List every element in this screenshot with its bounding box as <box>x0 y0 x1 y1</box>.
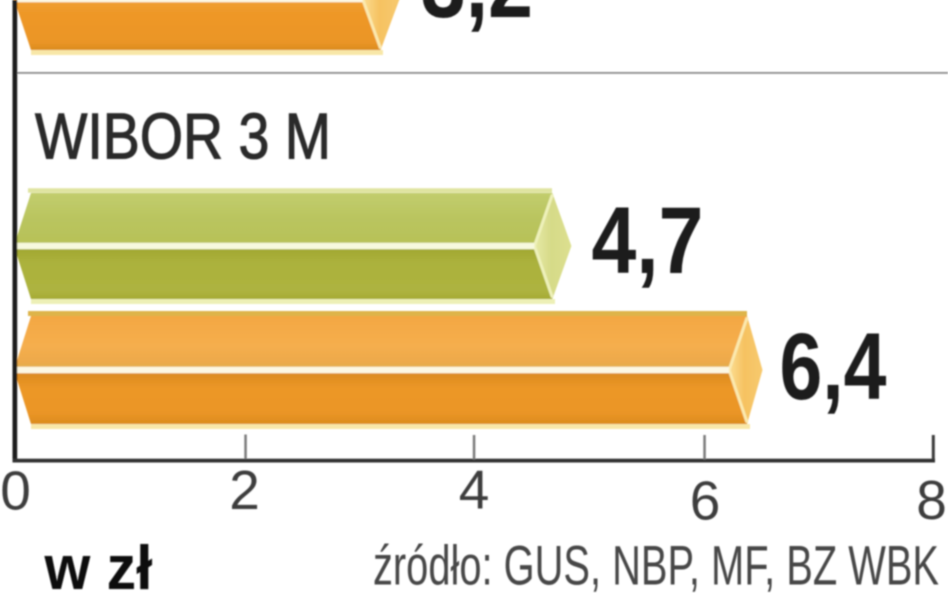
svg-text:w zł: w zł <box>44 534 153 593</box>
svg-text:4,7: 4,7 <box>592 188 704 294</box>
svg-text:0: 0 <box>0 460 31 522</box>
svg-text:4: 4 <box>459 459 490 521</box>
svg-text:6,4: 6,4 <box>780 314 887 420</box>
svg-text:źródło: GUS, NBP, MF, BZ WBK: źródło: GUS, NBP, MF, BZ WBK <box>373 534 939 593</box>
svg-text:8: 8 <box>916 469 947 531</box>
svg-text:2: 2 <box>229 459 260 521</box>
svg-text:6: 6 <box>690 470 721 532</box>
svg-text:3,2: 3,2 <box>421 0 533 38</box>
svg-text:WIBOR 3 M: WIBOR 3 M <box>35 100 331 173</box>
